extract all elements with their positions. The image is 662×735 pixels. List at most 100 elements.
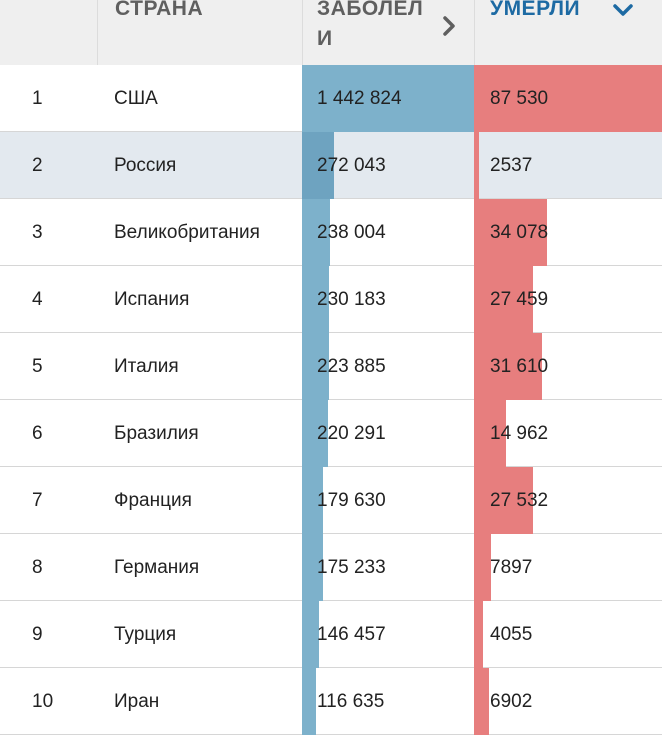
cases-value: 175 233 [317,557,386,578]
country-cell: США [114,88,158,109]
deaths-cell: 4055 [474,601,662,668]
table-row[interactable]: 5 Италия 223 885 31 610 [0,333,662,400]
deaths-column-label: УМЕРЛИ [490,0,581,20]
deaths-cell: 31 610 [474,333,662,400]
chevron-right-icon[interactable] [440,15,458,37]
deaths-bar [474,534,491,601]
table-row[interactable]: 7 Франция 179 630 27 532 [0,467,662,534]
country-column-header[interactable]: СТРАНА [97,0,302,65]
cases-bar [302,534,323,601]
table-row[interactable]: 1 США 1 442 824 87 530 [0,65,662,132]
table-row[interactable]: 9 Турция 146 457 4055 [0,601,662,668]
rank-cell: 9 [32,624,43,645]
country-cell: Иран [114,691,160,712]
cases-cell: 238 004 [302,199,474,266]
deaths-value: 27 459 [490,289,549,310]
deaths-value: 4055 [490,624,533,645]
deaths-cell: 14 962 [474,400,662,467]
deaths-bar [474,199,547,266]
deaths-value: 34 078 [490,222,549,243]
country-column-label: СТРАНА [115,0,204,20]
cases-bar [302,333,329,400]
deaths-bar [474,668,489,735]
deaths-bar [474,400,506,467]
rank-cell: 1 [32,88,43,109]
cases-value: 179 630 [317,490,386,511]
rank-cell: 8 [32,557,43,578]
deaths-value: 31 610 [490,356,549,377]
cases-cell: 272 043 [302,132,474,199]
cases-value: 116 635 [317,691,385,712]
deaths-value: 6902 [490,691,533,712]
rank-cell: 3 [32,222,43,243]
rank-cell: 5 [32,356,43,377]
rank-cell: 4 [32,289,43,310]
cases-value: 272 043 [317,155,386,176]
deaths-bar [474,333,542,400]
cases-cell: 175 233 [302,534,474,601]
cases-cell: 223 885 [302,333,474,400]
table-row[interactable]: 2 Россия 272 043 2537 [0,132,662,199]
cases-bar [302,467,323,534]
table-row[interactable]: 8 Германия 175 233 7897 [0,534,662,601]
country-cell: Россия [114,155,177,176]
deaths-value: 2537 [490,155,533,176]
cases-bar [302,132,334,199]
cases-cell: 230 183 [302,266,474,333]
cases-column-header[interactable]: ЗАБОЛЕЛИ [302,0,474,65]
cases-bar [302,266,329,333]
country-cell: Франция [114,490,192,511]
deaths-cell: 2537 [474,132,662,199]
deaths-cell: 6902 [474,668,662,735]
cases-cell: 179 630 [302,467,474,534]
deaths-value: 27 532 [490,490,549,511]
table-row[interactable]: 10 Иран 116 635 6902 [0,668,662,735]
cases-cell: 116 635 [302,668,474,735]
cases-cell: 1 442 824 [302,65,474,132]
cases-bar [302,65,474,132]
table-header: СТРАНА ЗАБОЛЕЛИ УМЕРЛИ [0,0,662,65]
country-cell: Великобритания [114,222,260,243]
table-row[interactable]: 3 Великобритания 238 004 34 078 [0,199,662,266]
table-row[interactable]: 4 Испания 230 183 27 459 [0,266,662,333]
deaths-value: 7897 [490,557,533,578]
deaths-cell: 27 532 [474,467,662,534]
cases-bar [302,668,316,735]
deaths-bar [474,266,533,333]
cases-value: 223 885 [317,356,386,377]
cases-value: 1 442 824 [317,88,402,109]
rank-cell: 6 [32,423,43,444]
cases-value: 238 004 [317,222,386,243]
deaths-value: 14 962 [490,423,549,444]
deaths-bar [474,65,662,132]
cases-bar [302,601,319,668]
country-cell: Испания [114,289,190,310]
deaths-bar [474,601,483,668]
deaths-cell: 87 530 [474,65,662,132]
cases-bar [302,199,330,266]
deaths-bar [474,132,479,199]
rank-cell: 7 [32,490,43,511]
deaths-value: 87 530 [490,88,549,109]
country-cell: Турция [114,624,177,645]
cases-value: 230 183 [317,289,386,310]
deaths-column-header[interactable]: УМЕРЛИ [474,0,662,65]
rank-cell: 2 [32,155,43,176]
table-row[interactable]: 6 Бразилия 220 291 14 962 [0,400,662,467]
cases-column-label: ЗАБОЛЕЛИ [317,0,424,50]
cases-value: 220 291 [317,423,386,444]
deaths-bar [474,467,533,534]
cases-bar [302,400,328,467]
country-cell: Италия [114,356,179,377]
country-cell: Бразилия [114,423,199,444]
cases-cell: 146 457 [302,601,474,668]
deaths-cell: 7897 [474,534,662,601]
chevron-down-icon[interactable] [612,1,634,19]
country-cell: Германия [114,557,200,578]
rank-cell: 10 [32,691,54,712]
deaths-cell: 34 078 [474,199,662,266]
cases-value: 146 457 [317,624,386,645]
cases-cell: 220 291 [302,400,474,467]
deaths-cell: 27 459 [474,266,662,333]
